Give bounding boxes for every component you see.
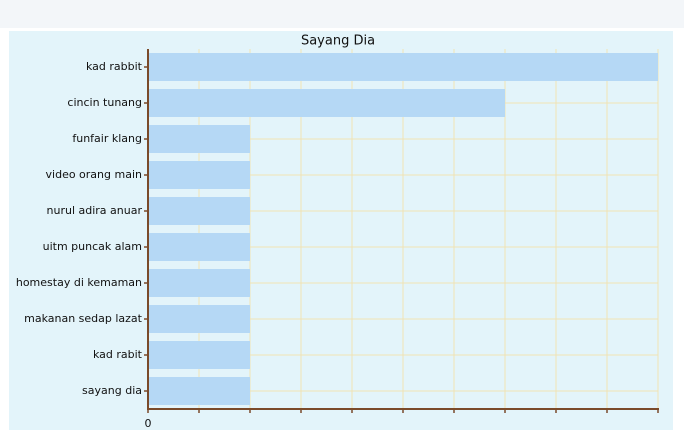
y-tick-label: sayang dia — [82, 384, 142, 397]
y-tick-label: homestay di kemaman — [16, 276, 142, 289]
bar — [148, 197, 250, 225]
bar — [148, 233, 250, 261]
y-tick-label: cincin tunang — [67, 96, 142, 109]
bar — [148, 269, 250, 297]
bar — [148, 377, 250, 405]
bar — [148, 341, 250, 369]
y-tick-label: makanan sedap lazat — [24, 312, 143, 325]
y-tick-label: kad rabbit — [86, 60, 143, 73]
y-tick-label: nurul adira anuar — [47, 204, 143, 217]
y-tick-label: funfair klang — [72, 132, 142, 145]
y-tick-label: kad rabit — [93, 348, 143, 361]
bar — [148, 89, 505, 117]
bar — [148, 53, 658, 81]
chart-title: Sayang Dia — [301, 34, 375, 49]
y-tick-label: video orang main — [46, 168, 142, 181]
y-tick-label: uitm puncak alam — [43, 240, 142, 253]
top-strip — [0, 0, 684, 28]
bar — [148, 305, 250, 333]
bar — [148, 125, 250, 153]
bar — [148, 161, 250, 189]
x-tick-label: 0 — [145, 417, 152, 430]
